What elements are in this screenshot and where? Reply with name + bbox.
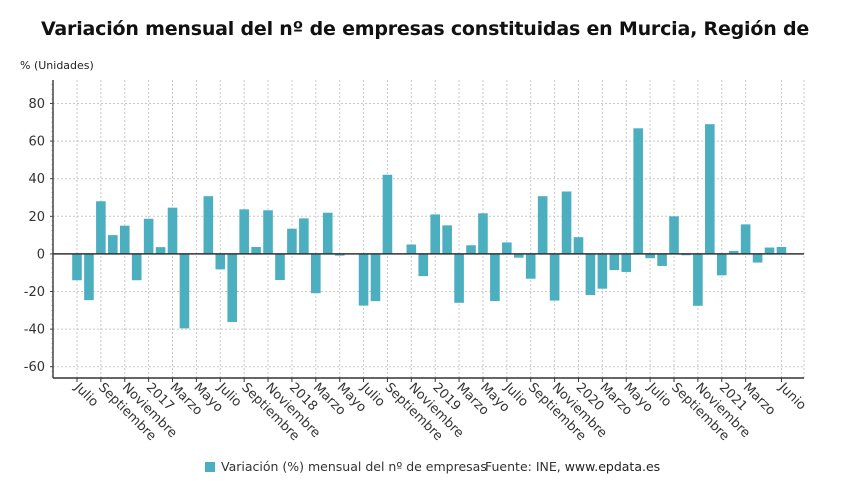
bar — [263, 210, 273, 254]
bar — [716, 253, 727, 276]
bar — [418, 253, 429, 277]
bar — [597, 253, 608, 289]
bar — [442, 225, 452, 254]
bar — [322, 212, 333, 254]
bar — [299, 218, 309, 254]
bar — [752, 253, 763, 263]
source-link[interactable]: www.epdata.es — [564, 459, 661, 474]
bar — [609, 253, 620, 271]
bar — [84, 253, 94, 301]
bar — [143, 218, 154, 254]
bar — [358, 253, 369, 306]
bar — [525, 253, 536, 279]
y-tick-label: -20 — [24, 285, 45, 300]
y-axis-unit-label: % (Unidades) — [20, 59, 94, 72]
y-tick-label: 0 — [37, 247, 45, 262]
bar — [370, 253, 381, 302]
grid-lines — [53, 80, 805, 378]
bar — [633, 128, 643, 254]
bar — [490, 253, 500, 302]
bar — [406, 244, 417, 254]
bar — [179, 253, 190, 329]
bar — [705, 124, 715, 254]
bar — [513, 253, 524, 258]
bar — [740, 224, 751, 254]
bar — [382, 174, 393, 254]
bar — [776, 246, 787, 254]
bar — [645, 253, 655, 259]
y-tick-label: 20 — [28, 210, 45, 225]
bar — [502, 242, 512, 254]
bar — [203, 196, 214, 254]
bar — [311, 253, 321, 294]
bar — [764, 247, 775, 254]
bar — [119, 225, 130, 254]
bar — [478, 213, 488, 254]
bar — [239, 209, 249, 254]
source-note: Fuente: INE, www.epdata.es — [485, 459, 660, 474]
bar — [657, 253, 667, 266]
bar — [621, 253, 632, 272]
bar — [72, 253, 82, 281]
x-axis-ticks: JulioSeptiembreNoviembre2017MarzoMayoJul… — [70, 378, 809, 444]
bars — [72, 124, 787, 329]
bar — [131, 253, 142, 281]
x-tick-label: Julio — [70, 380, 101, 411]
y-axis-ticks: 80 60 40 20 0 -20 -40 -60 — [24, 97, 53, 375]
bar — [549, 253, 560, 301]
bar — [561, 191, 572, 254]
y-tick-label: 60 — [28, 135, 45, 150]
bar — [669, 216, 679, 254]
bar — [108, 235, 118, 254]
source-prefix: Fuente: INE, — [485, 459, 565, 474]
axes — [51, 80, 804, 379]
bar — [728, 250, 739, 254]
chart-title: Variación mensual del nº de empresas con… — [40, 18, 810, 40]
bar — [430, 214, 440, 254]
y-tick-label: 80 — [28, 97, 45, 112]
legend-label: Variación (%) mensual del nº de empresas — [221, 459, 487, 474]
bar — [466, 245, 476, 254]
bar — [96, 201, 106, 254]
x-tick-label: Junio — [775, 380, 809, 414]
y-tick-label: -60 — [24, 360, 45, 375]
bar — [334, 253, 345, 256]
legend: Variación (%) mensual del nº de empresas — [205, 459, 487, 474]
y-tick-label: -40 — [24, 323, 45, 338]
bar — [275, 253, 285, 281]
bar — [573, 237, 584, 254]
bar — [537, 196, 548, 254]
bar — [454, 253, 464, 303]
bar — [693, 253, 703, 306]
bar — [287, 228, 297, 254]
bar — [585, 253, 596, 296]
bar — [227, 253, 238, 322]
bar — [215, 253, 226, 270]
bar — [155, 247, 166, 254]
bar — [167, 207, 178, 254]
legend-swatch — [205, 461, 215, 472]
y-tick-label: 40 — [28, 172, 45, 187]
bar — [251, 246, 261, 254]
